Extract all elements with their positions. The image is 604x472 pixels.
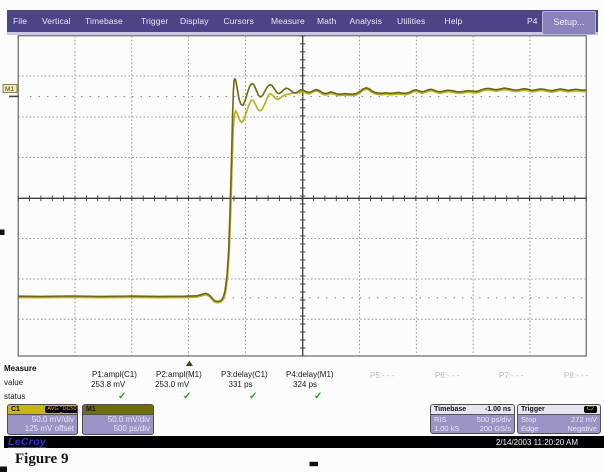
svg-text:M1: M1 xyxy=(5,86,14,93)
